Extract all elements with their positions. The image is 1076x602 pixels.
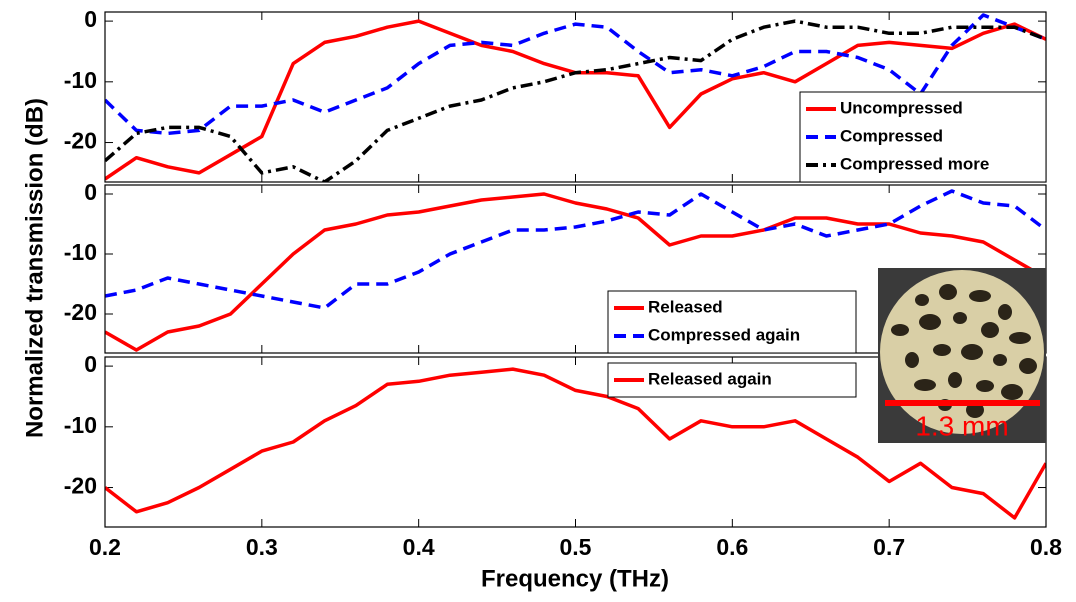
pore xyxy=(1019,358,1037,374)
y-tick-label: -20 xyxy=(64,128,97,154)
x-tick-label: 0.4 xyxy=(403,534,435,560)
y-tick-label: -20 xyxy=(64,299,97,325)
pore xyxy=(976,380,994,392)
pore xyxy=(891,324,909,336)
y-tick-label: 0 xyxy=(84,179,97,205)
series-line xyxy=(105,192,1046,352)
legend-label: Compressed again xyxy=(648,325,800,344)
pore xyxy=(953,312,967,324)
inset-disc xyxy=(880,270,1044,434)
x-tick-label: 0.8 xyxy=(1030,534,1062,560)
y-axis-label: Normalized transmission (dB) xyxy=(21,98,48,438)
pore xyxy=(961,344,983,360)
pore xyxy=(993,354,1007,366)
y-tick-label: -10 xyxy=(64,412,97,438)
pore xyxy=(939,284,957,300)
x-tick-label: 0.7 xyxy=(873,534,905,560)
pore xyxy=(933,344,951,356)
y-tick-label: 0 xyxy=(84,6,97,32)
legend-box xyxy=(799,91,1047,183)
y-tick-label: -10 xyxy=(64,67,97,93)
pore xyxy=(981,322,999,338)
legend-label: Released again xyxy=(648,369,772,388)
y-tick-label: -20 xyxy=(64,473,97,499)
series-line xyxy=(105,189,1046,310)
pore xyxy=(969,290,991,302)
legend-box xyxy=(607,362,857,398)
pore xyxy=(905,352,919,368)
x-tick-label: 0.3 xyxy=(246,534,278,560)
y-tick-label: 0 xyxy=(84,351,97,377)
series-line xyxy=(105,19,1046,182)
series-line xyxy=(105,367,1046,520)
pore xyxy=(914,379,936,391)
x-tick-label: 0.6 xyxy=(716,534,748,560)
pore xyxy=(948,372,962,388)
pore xyxy=(915,294,929,306)
x-tick-label: 0.5 xyxy=(560,534,592,560)
x-axis-label: Frequency (THz) xyxy=(481,565,669,592)
pore xyxy=(919,314,941,330)
series-line xyxy=(105,13,1046,136)
pore xyxy=(1009,332,1031,344)
legend-label: Compressed xyxy=(840,126,943,145)
scale-label: 1.3 mm xyxy=(915,410,1008,441)
legend-box xyxy=(607,290,857,354)
legend-label: Released xyxy=(648,297,723,316)
legend-label: Uncompressed xyxy=(840,98,963,117)
legend-label: Compressed more xyxy=(840,154,989,173)
pore xyxy=(1001,384,1023,400)
y-tick-label: -10 xyxy=(64,239,97,265)
pore xyxy=(998,304,1012,320)
x-tick-label: 0.2 xyxy=(89,534,121,560)
